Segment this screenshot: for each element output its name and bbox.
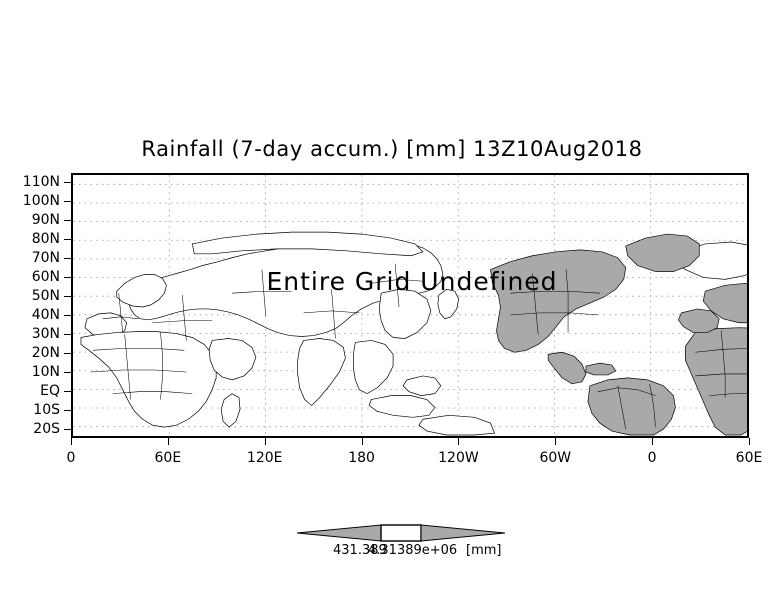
y-axis-tick-label: 110N — [22, 174, 60, 191]
y-axis-tick-label: 20N — [31, 344, 60, 361]
colorbar-svg — [297, 524, 505, 542]
x-axis-tick-label: 120W — [438, 450, 479, 466]
y-axis-tick-mark — [64, 352, 71, 354]
x-axis-tick-mark — [264, 438, 266, 445]
y-axis-tick-mark — [64, 314, 71, 316]
x-axis-tick-mark — [71, 438, 72, 445]
colorbar-max-label: 4.31389e+06 — [368, 543, 458, 558]
y-axis-tick-mark — [64, 428, 71, 430]
x-axis-tick-label: 180 — [348, 450, 375, 466]
page-title: Rainfall (7-day accum.) [mm] 13Z10Aug201… — [141, 137, 643, 161]
world-map-svg — [73, 175, 747, 436]
colorbar[interactable] — [297, 522, 505, 544]
x-axis-tick-label: 120E — [246, 450, 283, 466]
map-country-borders — [90, 263, 747, 430]
y-axis-tick-label: 10N — [31, 363, 60, 380]
x-axis-tick-mark — [555, 438, 557, 445]
y-axis-tick-label: 10S — [33, 401, 60, 418]
y-axis-tick-mark — [64, 409, 71, 411]
colorbar-left-extend — [297, 524, 382, 542]
y-axis-tick-mark — [64, 239, 71, 241]
colorbar-center-cell — [380, 524, 422, 542]
x-axis-tick-mark — [749, 438, 750, 445]
x-axis-tick-mark — [458, 438, 460, 445]
colorbar-units-label: [mm] — [466, 543, 502, 558]
map-canvas — [73, 175, 747, 436]
y-axis-tick-label: 50N — [31, 288, 60, 305]
y-axis-tick-label: EQ — [40, 382, 60, 399]
colorbar-right-extend — [420, 524, 505, 542]
y-axis-tick-label: 20S — [33, 420, 60, 437]
x-axis-tick-label: 60E — [735, 450, 763, 466]
y-axis-tick-label: 30N — [31, 325, 60, 342]
y-axis-tick-mark — [64, 371, 71, 373]
map-landmasses — [80, 231, 747, 436]
x-axis-tick-label: 60W — [539, 450, 572, 466]
x-axis-tick-label: 60E — [154, 450, 182, 466]
y-axis-tick-mark — [64, 201, 71, 203]
x-axis-tick-mark — [361, 438, 363, 445]
y-axis-tick-label: 100N — [22, 193, 60, 210]
y-axis-tick-mark — [64, 390, 71, 392]
y-axis-tick-label: 70N — [31, 250, 60, 267]
y-axis-tick-label: 60N — [31, 269, 60, 286]
y-axis-tick-label: 90N — [31, 212, 60, 229]
y-axis-tick-label: 40N — [31, 306, 60, 323]
y-axis-tick-mark — [64, 277, 71, 279]
y-axis-tick-mark — [64, 182, 71, 184]
x-axis-tick-mark — [652, 438, 654, 445]
x-axis-tick-label: 0 — [66, 450, 76, 466]
y-axis-tick-mark — [64, 333, 71, 335]
y-axis-tick-mark — [64, 258, 71, 260]
y-axis-tick-label: 80N — [31, 231, 60, 248]
map-plot-area[interactable]: Entire Grid Undefined — [71, 173, 749, 438]
colorbar-min-label: 431.389 — [333, 543, 387, 558]
y-axis-tick-mark — [64, 296, 71, 298]
y-axis-tick-mark — [64, 220, 71, 222]
x-axis-tick-label: 0 — [647, 450, 657, 466]
x-axis-tick-mark — [167, 438, 169, 445]
